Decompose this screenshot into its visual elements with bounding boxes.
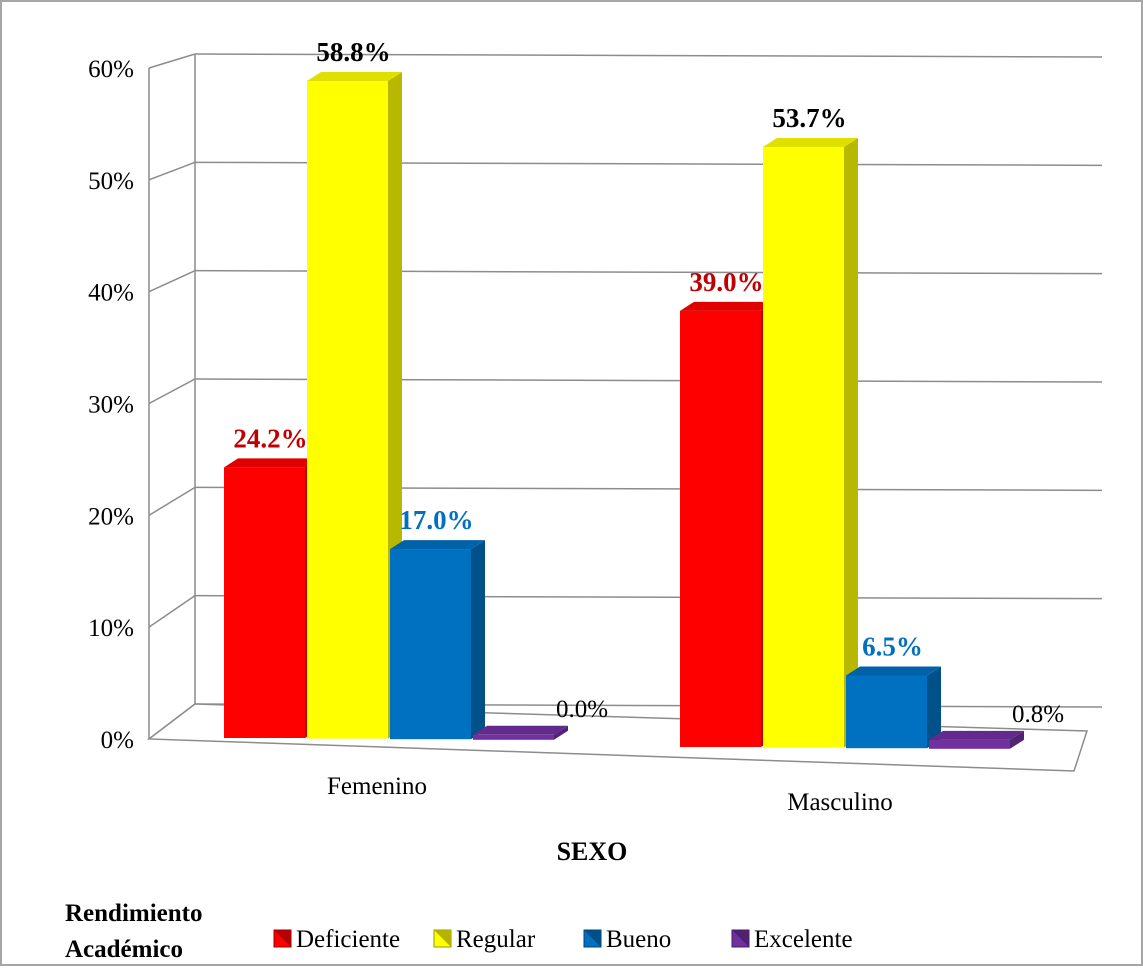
gridline-side <box>148 595 196 628</box>
bar-top <box>224 458 319 468</box>
category-label: Masculino <box>787 789 893 816</box>
gridline <box>194 53 1103 58</box>
bar-top <box>763 138 858 148</box>
bar-side <box>554 725 568 740</box>
legend-swatch-shade <box>584 930 601 947</box>
gridline-side <box>148 378 196 405</box>
legend-label: Deficiente <box>296 926 400 953</box>
legend-label: Excelente <box>754 926 853 953</box>
data-label: 0.0% <box>556 696 608 723</box>
bar-top <box>307 72 402 82</box>
legend: Rendimiento Académico Deficiente Regular B… <box>65 900 853 963</box>
bar-top <box>846 666 941 676</box>
bar-top <box>390 540 485 550</box>
y-tick-label: 50% <box>88 168 134 195</box>
bar-side <box>844 138 858 748</box>
gridline-side <box>148 53 196 69</box>
bar-top <box>929 730 1024 740</box>
data-label: 6.5% <box>862 632 923 662</box>
bar-regular-masculino <box>763 147 844 748</box>
bar-top <box>473 725 568 735</box>
bar-top <box>680 301 775 311</box>
legend-swatch-shade <box>732 930 749 947</box>
bar-deficiente-femenino <box>224 467 305 738</box>
x-axis-title: SEXO <box>557 837 628 866</box>
gridline-side <box>148 486 196 516</box>
bar-regular-femenino <box>307 81 388 739</box>
y-tick-label: 60% <box>88 56 134 83</box>
data-label: 39.0% <box>689 267 763 297</box>
legend-label: Regular <box>456 926 536 953</box>
legend-swatch-shade <box>274 930 291 947</box>
y-tick-label: 40% <box>88 280 134 307</box>
bar-excelente-masculino <box>929 739 1010 749</box>
y-tick-label: 30% <box>88 392 134 419</box>
category-label: Femenino <box>327 773 427 800</box>
gridline-side <box>148 161 196 181</box>
y-tick-label: 20% <box>88 503 134 530</box>
legend-label: Bueno <box>606 926 671 953</box>
gridline-side <box>148 269 196 293</box>
data-label: 24.2% <box>233 423 307 453</box>
legend-title-line1: Rendimiento <box>65 900 203 927</box>
data-label: 53.7% <box>772 103 846 133</box>
bar-side <box>927 666 941 749</box>
bar-bueno-masculino <box>846 675 927 749</box>
y-tick-label: 0% <box>101 727 134 754</box>
bar-side <box>471 540 485 740</box>
labels-layer: 24.2% 39.0% 58.8% 53.7% 17.0% 6.5% 0.0% 0.8% Fem… <box>233 37 1064 816</box>
y-tick-label: 10% <box>88 615 134 642</box>
bar-bueno-femenino <box>390 549 471 740</box>
data-label: 0.8% <box>1012 701 1064 728</box>
bar-excelente-femenino <box>473 734 554 740</box>
data-label: 17.0% <box>399 505 473 535</box>
legend-swatch-shade <box>434 930 451 947</box>
bar-side <box>1010 730 1024 749</box>
bar-deficiente-masculino <box>680 310 761 747</box>
data-label: 58.8% <box>316 37 390 67</box>
legend-title-line2: Académico <box>65 936 183 963</box>
bars-layer <box>224 72 1024 749</box>
